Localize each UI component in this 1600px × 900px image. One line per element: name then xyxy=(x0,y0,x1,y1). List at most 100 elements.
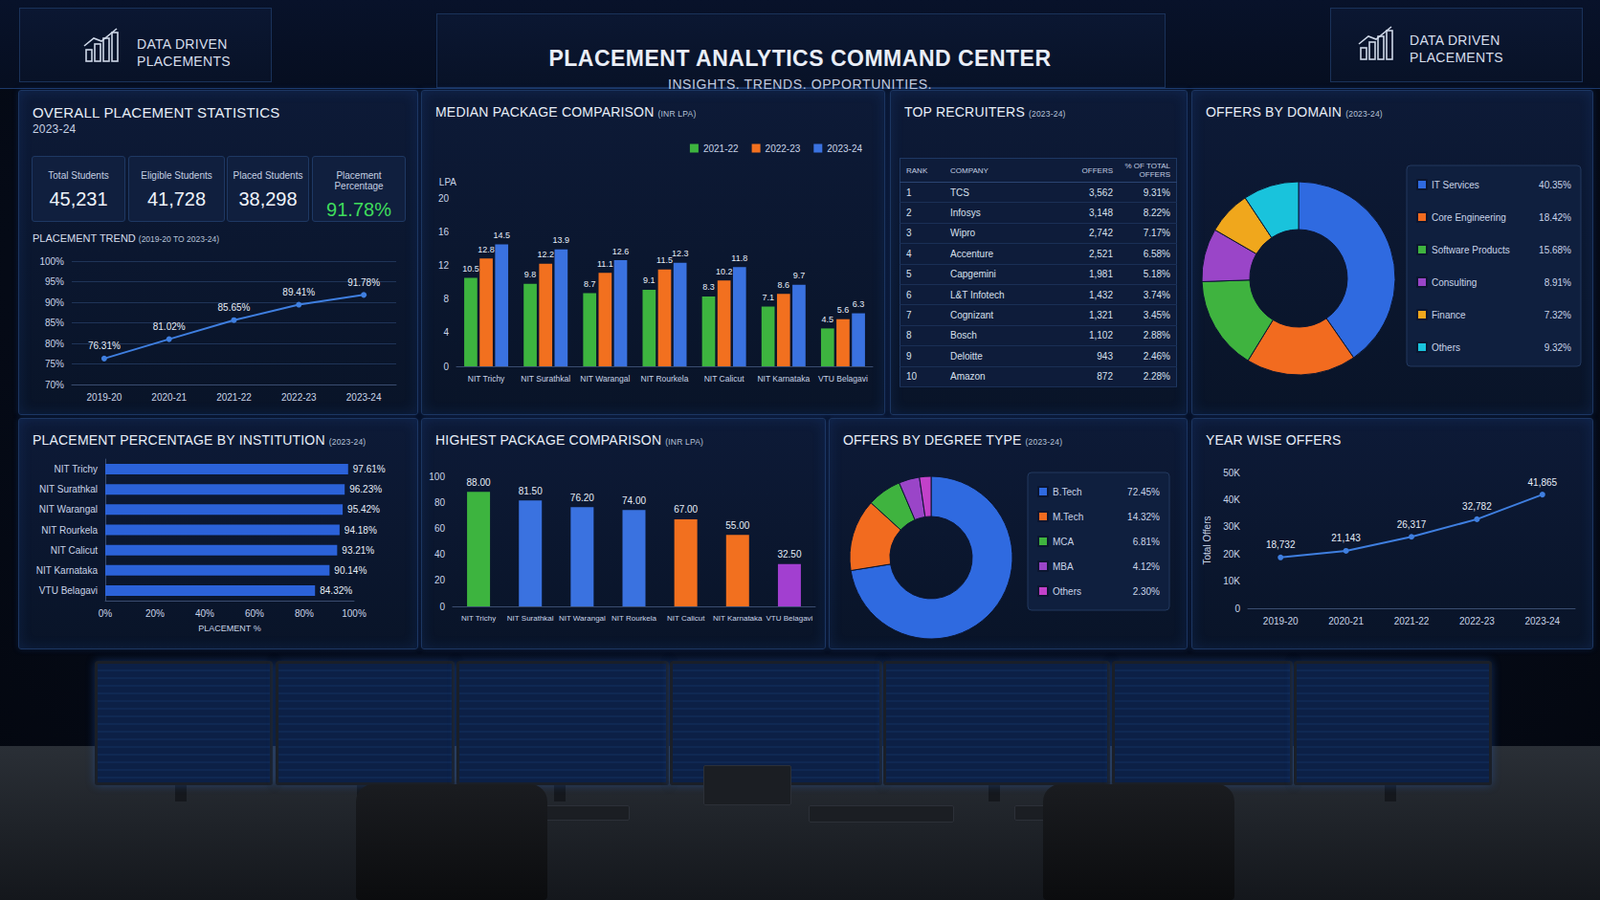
svg-text:B.Tech: B.Tech xyxy=(1052,487,1083,498)
svg-text:20: 20 xyxy=(434,575,446,586)
svg-text:Others: Others xyxy=(1052,586,1082,598)
svg-text:40%: 40% xyxy=(195,608,215,620)
svg-text:M.Tech: M.Tech xyxy=(1052,511,1084,523)
svg-text:NIT Trichy: NIT Trichy xyxy=(461,614,496,623)
svg-text:0: 0 xyxy=(443,361,449,373)
svg-text:11.5: 11.5 xyxy=(656,255,673,266)
svg-text:10.2: 10.2 xyxy=(715,266,734,277)
svg-text:40: 40 xyxy=(434,549,446,560)
svg-text:5.6: 5.6 xyxy=(837,305,850,315)
svg-text:2022-23: 2022-23 xyxy=(765,143,801,155)
svg-text:100%: 100% xyxy=(341,608,367,620)
svg-text:60%: 60% xyxy=(244,608,265,620)
svg-text:IT Services: IT Services xyxy=(1431,179,1480,191)
svg-text:NIT Karnataka: NIT Karnataka xyxy=(712,614,763,623)
svg-text:2021-22: 2021-22 xyxy=(703,143,739,155)
svg-text:Total Offers: Total Offers xyxy=(1201,516,1213,566)
svg-text:41,865: 41,865 xyxy=(1528,477,1558,489)
svg-text:NIT Karnataka: NIT Karnataka xyxy=(36,565,99,577)
svg-text:7.32%: 7.32% xyxy=(1544,310,1572,321)
svg-text:32.50: 32.50 xyxy=(777,549,801,560)
svg-text:0%: 0% xyxy=(98,608,113,620)
svg-text:MCA: MCA xyxy=(1052,536,1075,548)
svg-text:Core Engineering: Core Engineering xyxy=(1431,212,1507,223)
svg-text:60: 60 xyxy=(434,523,446,534)
svg-text:93.21%: 93.21% xyxy=(341,545,375,556)
svg-text:4.5: 4.5 xyxy=(822,314,835,325)
svg-text:9.7: 9.7 xyxy=(793,270,806,281)
svg-text:30K: 30K xyxy=(1222,521,1241,533)
svg-text:10K: 10K xyxy=(1222,576,1241,587)
svg-text:94.18%: 94.18% xyxy=(344,525,378,536)
svg-text:12.2: 12.2 xyxy=(536,249,555,260)
svg-text:70%: 70% xyxy=(44,379,65,391)
svg-text:4: 4 xyxy=(443,327,449,338)
svg-text:21,143: 21,143 xyxy=(1331,533,1361,544)
svg-text:85%: 85% xyxy=(44,317,65,329)
svg-text:80%: 80% xyxy=(44,338,65,350)
svg-text:10.5: 10.5 xyxy=(462,264,480,274)
svg-text:11.8: 11.8 xyxy=(731,253,748,264)
svg-text:VTU Belagavi: VTU Belagavi xyxy=(39,585,98,597)
svg-text:MBA: MBA xyxy=(1052,561,1074,573)
svg-text:NIT Trichy: NIT Trichy xyxy=(467,374,506,384)
svg-text:6.3: 6.3 xyxy=(852,299,866,310)
svg-text:81.02%: 81.02% xyxy=(153,321,186,333)
svg-text:76.20: 76.20 xyxy=(570,492,595,504)
svg-text:2019-20: 2019-20 xyxy=(1263,616,1299,627)
svg-text:20%: 20% xyxy=(145,608,165,620)
svg-text:11.1: 11.1 xyxy=(597,259,614,269)
svg-text:90%: 90% xyxy=(44,297,65,309)
svg-text:NIT Warangal: NIT Warangal xyxy=(579,374,630,384)
svg-text:67.00: 67.00 xyxy=(673,504,698,515)
svg-text:8.6: 8.6 xyxy=(777,280,791,290)
svg-text:4.12%: 4.12% xyxy=(1133,561,1160,573)
svg-text:2020-21: 2020-21 xyxy=(1328,616,1364,627)
svg-text:40K: 40K xyxy=(1222,494,1241,506)
svg-text:18,732: 18,732 xyxy=(1266,539,1296,551)
svg-text:8: 8 xyxy=(443,293,449,305)
svg-text:9.1: 9.1 xyxy=(643,275,656,286)
svg-text:12.6: 12.6 xyxy=(612,246,630,257)
svg-text:26,317: 26,317 xyxy=(1397,519,1427,531)
svg-text:14.5: 14.5 xyxy=(492,230,511,241)
svg-text:NIT Calicut: NIT Calicut xyxy=(704,374,746,384)
svg-text:2023-24: 2023-24 xyxy=(826,143,863,155)
svg-text:NIT Calicut: NIT Calicut xyxy=(50,545,98,556)
svg-text:0: 0 xyxy=(439,601,445,613)
svg-text:100%: 100% xyxy=(39,256,65,267)
svg-text:2.30%: 2.30% xyxy=(1133,586,1160,598)
svg-text:Others: Others xyxy=(1431,342,1461,354)
svg-text:20K: 20K xyxy=(1222,549,1241,560)
svg-text:9.32%: 9.32% xyxy=(1544,342,1572,354)
svg-text:95.42%: 95.42% xyxy=(347,504,380,515)
svg-text:2023-24: 2023-24 xyxy=(1524,616,1560,627)
svg-text:84.32%: 84.32% xyxy=(319,585,353,597)
svg-text:97.61%: 97.61% xyxy=(353,464,386,475)
svg-text:100: 100 xyxy=(428,471,445,483)
svg-text:2019-20: 2019-20 xyxy=(87,392,123,403)
svg-text:76.31%: 76.31% xyxy=(88,340,121,352)
svg-text:12.3: 12.3 xyxy=(671,248,689,259)
svg-text:40.35%: 40.35% xyxy=(1538,179,1572,191)
svg-text:15.68%: 15.68% xyxy=(1538,244,1572,256)
svg-text:NIT Karnataka: NIT Karnataka xyxy=(756,374,810,384)
svg-text:NIT Rourkela: NIT Rourkela xyxy=(641,374,689,384)
svg-text:Consulting: Consulting xyxy=(1431,277,1477,289)
svg-text:VTU Belagavi: VTU Belagavi xyxy=(765,614,813,623)
svg-text:NIT Calicut: NIT Calicut xyxy=(666,614,706,623)
svg-text:2023-24: 2023-24 xyxy=(346,392,382,403)
svg-text:20: 20 xyxy=(438,193,450,204)
svg-text:PLACEMENT %: PLACEMENT % xyxy=(198,623,261,634)
svg-text:NIT Trichy: NIT Trichy xyxy=(54,464,98,475)
svg-text:0: 0 xyxy=(1234,603,1241,615)
svg-text:8.3: 8.3 xyxy=(702,282,715,292)
svg-text:50K: 50K xyxy=(1222,467,1241,479)
svg-text:75%: 75% xyxy=(44,358,65,370)
svg-text:95%: 95% xyxy=(44,276,65,288)
svg-text:16: 16 xyxy=(438,226,450,238)
svg-text:7.1: 7.1 xyxy=(761,292,775,303)
svg-text:12.8: 12.8 xyxy=(477,244,495,255)
svg-text:55.00: 55.00 xyxy=(725,520,750,532)
svg-text:NIT Rourkela: NIT Rourkela xyxy=(611,614,658,623)
